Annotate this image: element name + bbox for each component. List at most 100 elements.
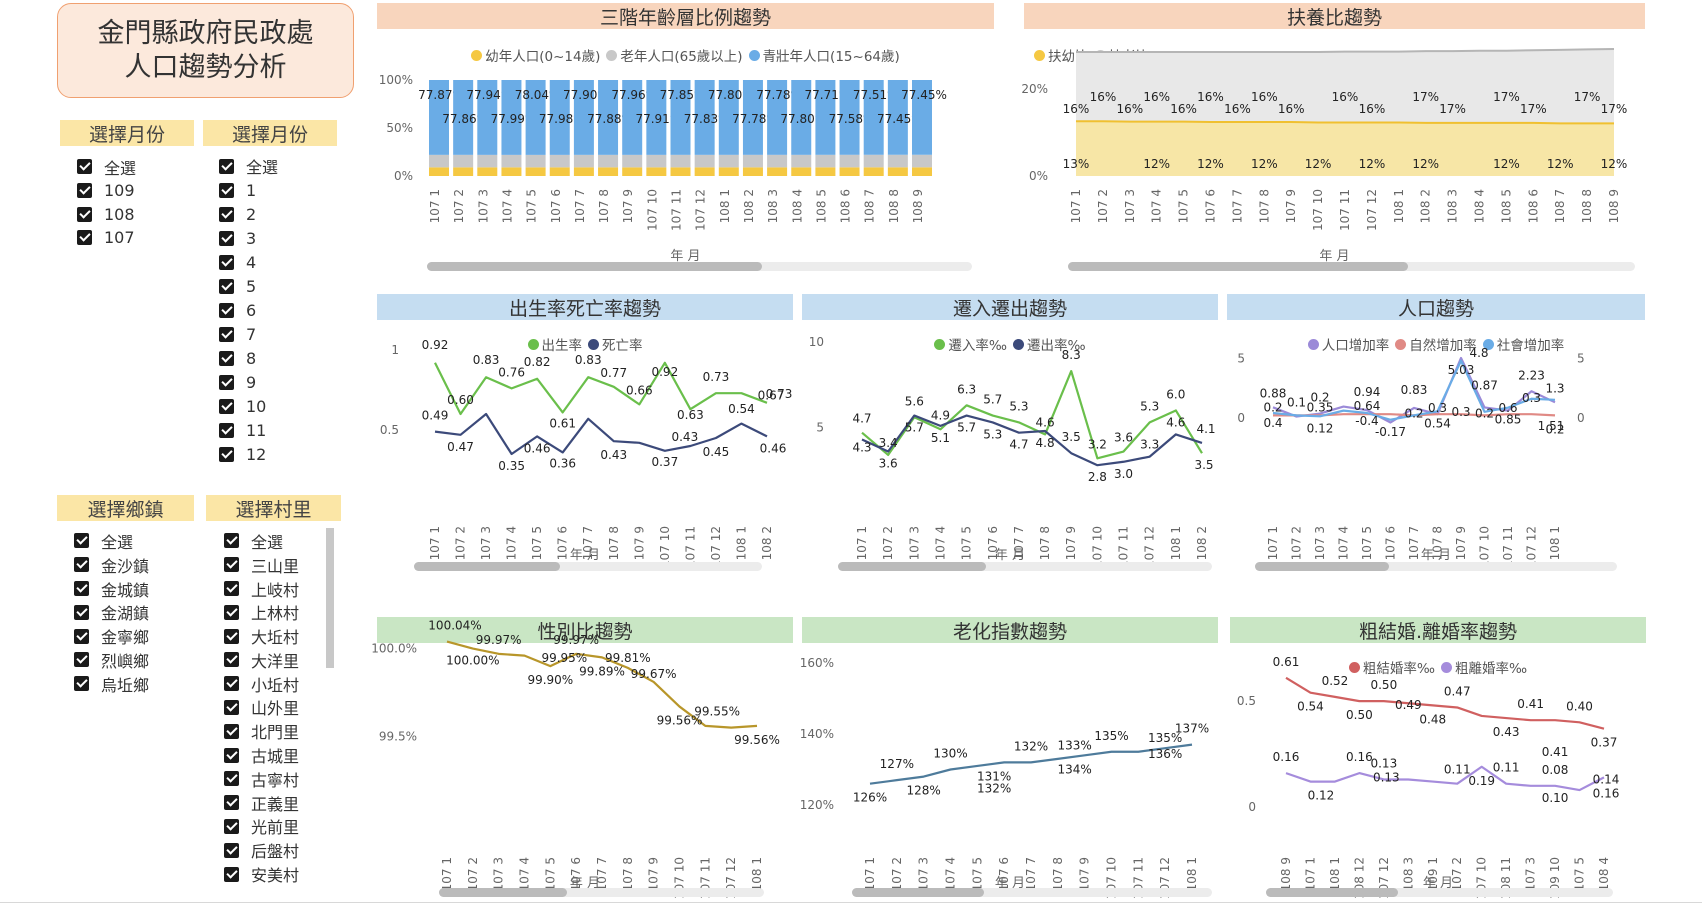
- checkbox-checked-icon[interactable]: [219, 182, 234, 198]
- checkbox-checked-icon[interactable]: [219, 158, 234, 174]
- birth-chart-scrollbar[interactable]: [414, 562, 762, 571]
- month-slicer-option[interactable]: 2: [219, 202, 329, 226]
- legend-item[interactable]: 老年人口(65歲以上): [606, 45, 743, 65]
- year-slicer-option[interactable]: 108: [77, 202, 187, 226]
- migration-chart-scroll-thumb[interactable]: [838, 562, 986, 571]
- checkbox-checked-icon[interactable]: [224, 795, 239, 811]
- checkbox-checked-icon[interactable]: [77, 230, 92, 246]
- month-slicer-option[interactable]: 9: [219, 370, 329, 394]
- checkbox-checked-icon[interactable]: [224, 699, 239, 715]
- checkbox-checked-icon[interactable]: [224, 580, 239, 596]
- village-slicer-option[interactable]: 北門里: [224, 719, 324, 743]
- village-slicer-option[interactable]: 全選: [224, 529, 324, 553]
- village-slicer-option[interactable]: 正義里: [224, 791, 324, 815]
- village-slicer-option[interactable]: 后盤村: [224, 838, 324, 862]
- checkbox-checked-icon[interactable]: [77, 183, 92, 199]
- township-slicer-option[interactable]: 金寧鄉: [74, 624, 189, 648]
- checkbox-checked-icon[interactable]: [219, 350, 234, 366]
- checkbox-checked-icon[interactable]: [219, 398, 234, 414]
- month-slicer-option[interactable]: 10: [219, 394, 329, 418]
- legend-item[interactable]: 遷出率‰: [1013, 334, 1086, 354]
- legend-item[interactable]: 自然增加率: [1395, 334, 1477, 354]
- checkbox-checked-icon[interactable]: [224, 842, 239, 858]
- population-chart-scrollbar[interactable]: [1255, 562, 1617, 571]
- legend-item[interactable]: 死亡率: [588, 334, 643, 354]
- village-slicer-option[interactable]: 古城里: [224, 743, 324, 767]
- migration-chart-scrollbar[interactable]: [838, 562, 1212, 571]
- checkbox-checked-icon[interactable]: [224, 771, 239, 787]
- month-slicer-option[interactable]: 6: [219, 298, 329, 322]
- legend-item[interactable]: 人口增加率: [1307, 334, 1389, 354]
- township-slicer-option[interactable]: 金城鎮: [74, 577, 189, 601]
- legend-item[interactable]: 粗離婚率‰: [1441, 657, 1527, 677]
- checkbox-checked-icon[interactable]: [224, 723, 239, 739]
- legend-item[interactable]: 幼年人口(0~14歲): [471, 45, 600, 65]
- checkbox-checked-icon[interactable]: [219, 446, 234, 462]
- checkbox-checked-icon[interactable]: [74, 652, 89, 668]
- month-slicer-option[interactable]: 3: [219, 226, 329, 250]
- village-slicer-option[interactable]: 三山里: [224, 553, 324, 577]
- checkbox-checked-icon[interactable]: [224, 628, 239, 644]
- birth-chart-scroll-thumb[interactable]: [414, 562, 560, 571]
- checkbox-checked-icon[interactable]: [219, 278, 234, 294]
- legend-item[interactable]: 出生率: [527, 334, 582, 354]
- marriage-chart-scroll-thumb[interactable]: [1266, 888, 1398, 897]
- legend-item[interactable]: 青壯年人口(15~64歲): [748, 45, 900, 65]
- checkbox-checked-icon[interactable]: [74, 628, 89, 644]
- month-slicer-option[interactable]: 12: [219, 442, 329, 466]
- checkbox-checked-icon[interactable]: [219, 326, 234, 342]
- month-slicer-option[interactable]: 全選: [219, 154, 329, 178]
- village-slicer-option[interactable]: 小坵村: [224, 672, 324, 696]
- checkbox-checked-icon[interactable]: [74, 557, 89, 573]
- age-chart-scroll-thumb[interactable]: [427, 262, 762, 271]
- aging-chart-scroll-thumb[interactable]: [852, 888, 984, 897]
- village-slicer-option[interactable]: 山外里: [224, 696, 324, 720]
- checkbox-checked-icon[interactable]: [224, 676, 239, 692]
- legend-item[interactable]: 社會增加率: [1482, 334, 1564, 354]
- township-slicer-option[interactable]: 烈嶼鄉: [74, 648, 189, 672]
- checkbox-checked-icon[interactable]: [74, 604, 89, 620]
- village-slicer-option[interactable]: 安美村: [224, 862, 324, 886]
- checkbox-checked-icon[interactable]: [224, 557, 239, 573]
- month-slicer-option[interactable]: 11: [219, 418, 329, 442]
- month-slicer-option[interactable]: 1: [219, 178, 329, 202]
- checkbox-checked-icon[interactable]: [219, 302, 234, 318]
- village-slicer-option[interactable]: 光前里: [224, 815, 324, 839]
- year-slicer-option[interactable]: 全選: [77, 155, 187, 179]
- checkbox-checked-icon[interactable]: [74, 533, 89, 549]
- village-slicer-scrollbar[interactable]: [326, 528, 334, 668]
- village-slicer-option[interactable]: 上岐村: [224, 577, 324, 601]
- village-slicer-option[interactable]: 上林村: [224, 600, 324, 624]
- aging-chart-scrollbar[interactable]: [852, 888, 1212, 897]
- checkbox-checked-icon[interactable]: [224, 866, 239, 882]
- population-chart-scroll-thumb[interactable]: [1255, 562, 1389, 571]
- village-slicer-option[interactable]: 古寧村: [224, 767, 324, 791]
- village-slicer-option[interactable]: 大坵村: [224, 624, 324, 648]
- dependency-chart-scrollbar[interactable]: [1068, 262, 1635, 271]
- checkbox-checked-icon[interactable]: [219, 254, 234, 270]
- year-slicer-option[interactable]: 107: [77, 226, 187, 250]
- township-slicer-option[interactable]: 烏坵鄉: [74, 672, 189, 696]
- township-slicer-option[interactable]: 金沙鎮: [74, 553, 189, 577]
- checkbox-checked-icon[interactable]: [224, 604, 239, 620]
- checkbox-checked-icon[interactable]: [219, 422, 234, 438]
- legend-item[interactable]: 遷入率‰: [934, 334, 1007, 354]
- township-slicer-option[interactable]: 全選: [74, 529, 189, 553]
- legend-item[interactable]: 粗結婚率‰: [1348, 657, 1435, 677]
- checkbox-checked-icon[interactable]: [77, 206, 92, 222]
- month-slicer-option[interactable]: 7: [219, 322, 329, 346]
- checkbox-checked-icon[interactable]: [219, 206, 234, 222]
- checkbox-checked-icon[interactable]: [224, 652, 239, 668]
- year-slicer-option[interactable]: 109: [77, 179, 187, 203]
- month-slicer-option[interactable]: 5: [219, 274, 329, 298]
- checkbox-checked-icon[interactable]: [219, 230, 234, 246]
- sex-chart-scroll-thumb[interactable]: [439, 888, 567, 897]
- checkbox-checked-icon[interactable]: [219, 374, 234, 390]
- checkbox-checked-icon[interactable]: [224, 533, 239, 549]
- sex-chart-scrollbar[interactable]: [439, 888, 764, 897]
- checkbox-checked-icon[interactable]: [224, 818, 239, 834]
- age-chart-scrollbar[interactable]: [427, 262, 972, 271]
- checkbox-checked-icon[interactable]: [74, 676, 89, 692]
- month-slicer-option[interactable]: 4: [219, 250, 329, 274]
- township-slicer-option[interactable]: 金湖鎮: [74, 600, 189, 624]
